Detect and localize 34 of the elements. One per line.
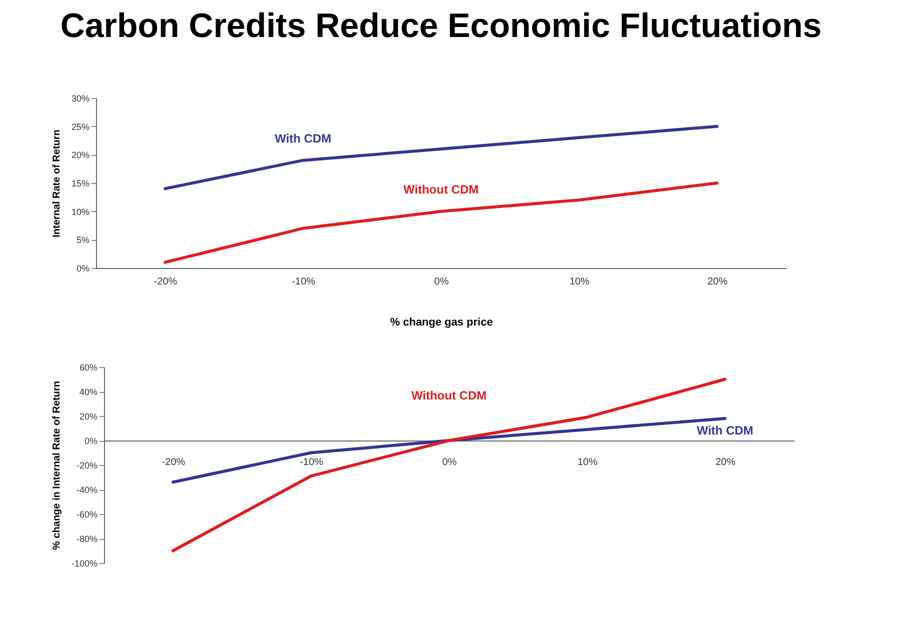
y-tick-label: 60% <box>79 362 98 372</box>
y-tick-label: 0% <box>84 436 98 446</box>
y-tick-label: -80% <box>76 534 98 544</box>
y-tick-label: 10% <box>71 206 90 217</box>
x-tick-label: 20% <box>715 457 736 468</box>
y-tick-label: 0% <box>76 264 90 274</box>
y-tick-label: 30% <box>71 94 90 104</box>
y-tick-label: 15% <box>71 178 90 188</box>
x-tick-label: -10% <box>300 457 324 468</box>
x-tick-label: 0% <box>442 457 457 468</box>
x-tick-label: -10% <box>292 276 316 288</box>
x-tick-label: -20% <box>162 457 186 468</box>
series-label: Without CDM <box>403 182 479 196</box>
y-tick-label: 25% <box>71 122 90 132</box>
x-tick-label: 20% <box>707 276 728 288</box>
y-axis-title: % change in Internal Rate of Return <box>51 381 62 550</box>
chart-title: Carbon Credits Reduce Economic Fluctuations <box>60 7 822 45</box>
line-series <box>164 182 718 264</box>
x-tick-label: 10% <box>569 276 590 288</box>
series-label: With CDM <box>274 131 332 146</box>
text: Without CDM <box>411 388 487 402</box>
y-axis-title: Internal Rate of Return <box>51 130 62 238</box>
x-tick-label: -20% <box>154 276 178 288</box>
series-label: With CDM <box>696 423 754 438</box>
y-tick-label: -60% <box>76 510 98 520</box>
x-tick-label: 0% <box>434 276 449 288</box>
x-axis-title: % change gas price <box>390 316 493 328</box>
y-tick-label: 20% <box>79 412 98 422</box>
y-tick-label: 20% <box>71 150 90 160</box>
y-tick-label: 40% <box>79 387 98 397</box>
y-tick-label: -40% <box>76 485 98 495</box>
x-tick-label: 10% <box>577 457 598 468</box>
y-tick-label: -100% <box>71 558 98 568</box>
y-tick-label: 5% <box>76 235 90 246</box>
